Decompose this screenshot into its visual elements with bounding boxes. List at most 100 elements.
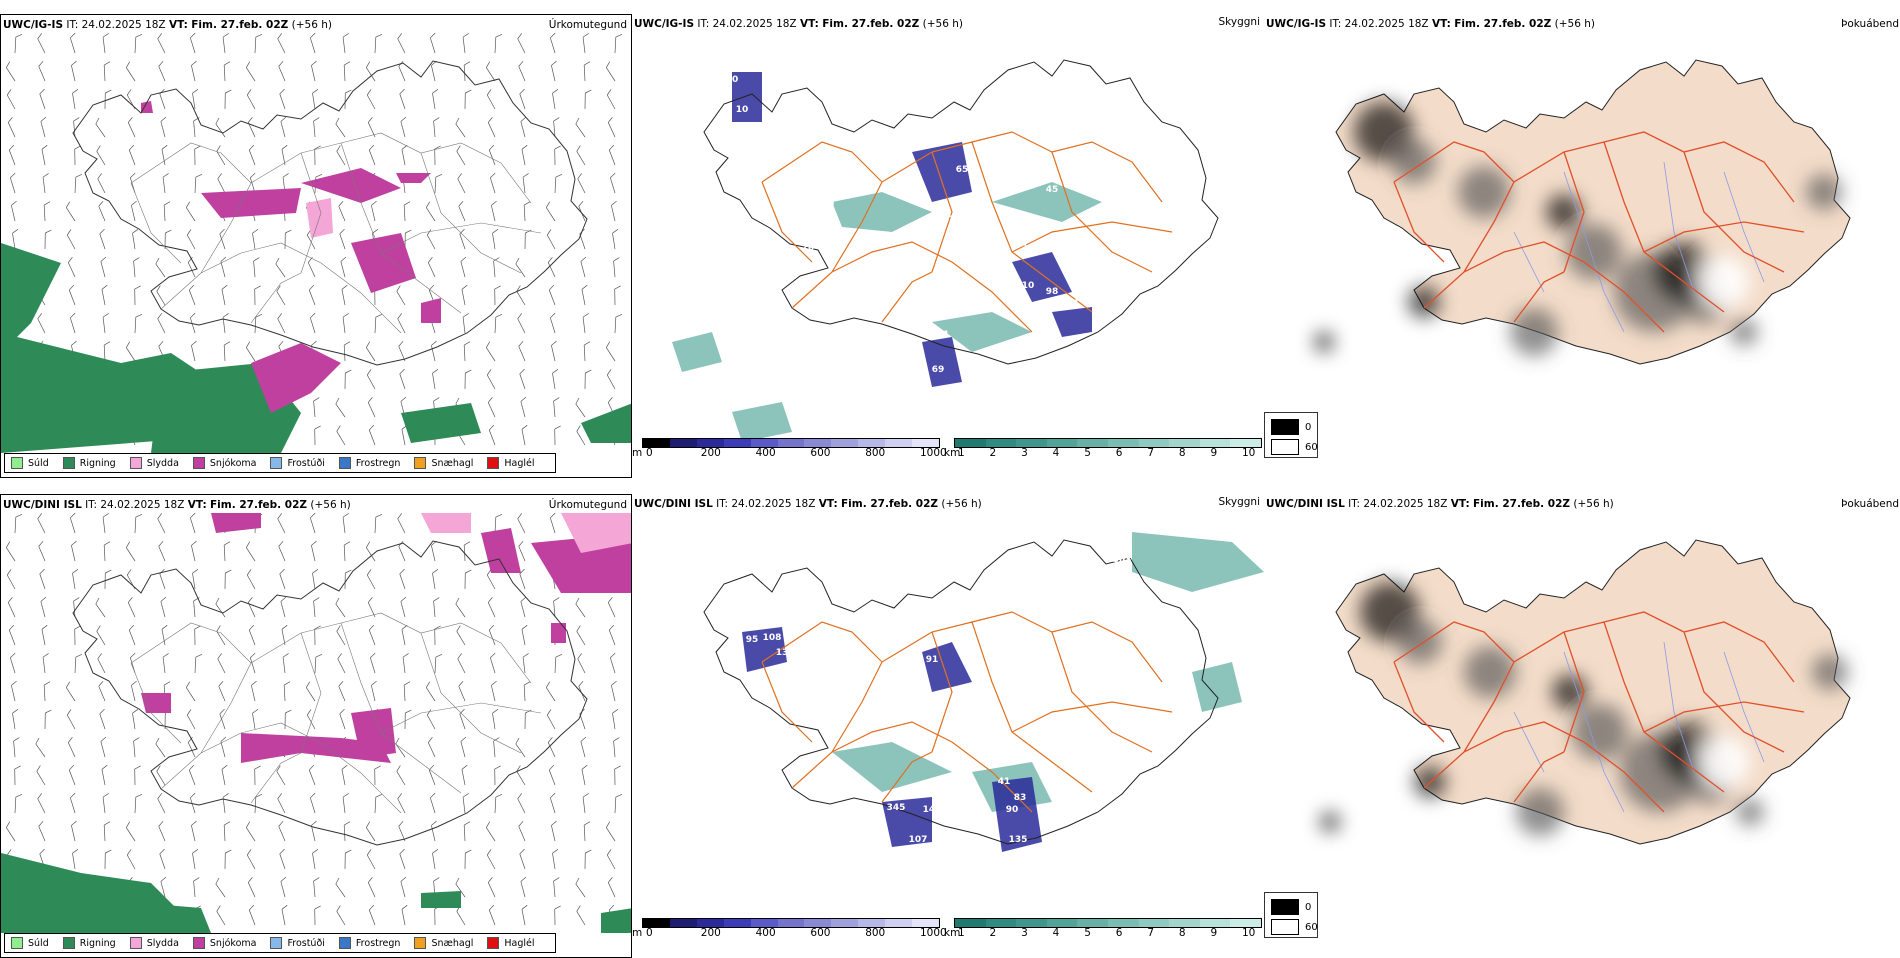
colorbar-swatch (1077, 439, 1108, 447)
legend-label: Snæhagl (431, 938, 473, 949)
height-label: 149 (663, 883, 682, 893)
legend-label: Rigning (80, 938, 116, 949)
legend-item: Haglél (487, 457, 534, 469)
height-label: 135 (1009, 835, 1028, 845)
colorbar-swatch (1169, 919, 1200, 927)
height-label: 45 (1046, 185, 1059, 195)
colorbar-tick: 400 (756, 447, 776, 459)
legend-swatch (339, 937, 351, 949)
height-label: 10 (726, 75, 739, 85)
legend-item: Frostregn (339, 937, 401, 949)
colorbar-swatch (912, 919, 939, 927)
legend-label: Frostregn (356, 458, 401, 469)
panel-header: UWC/DINI ISL IT: 24.02.2025 18Z VT: Fim.… (634, 498, 982, 510)
colorbar-tick: 2 (990, 447, 997, 459)
legend-swatch (414, 937, 426, 949)
legend-item: Rigning (63, 457, 116, 469)
height-label: 59 (912, 317, 925, 327)
colorbar-swatch (986, 439, 1017, 447)
colorbar-tick: 8 (1179, 447, 1186, 459)
colorbar-swatch (1108, 439, 1139, 447)
height-label: 57 (942, 215, 955, 225)
height-label: 95 (958, 695, 971, 705)
precip-type-map (1, 513, 632, 933)
colorbar-tick: 200 (701, 447, 721, 459)
colorbar-tick: 1000 (920, 927, 947, 939)
legend-item: Frostúði (270, 937, 324, 949)
cloud-legend-value: 60 (1305, 442, 1318, 453)
legend-label: Haglél (504, 938, 534, 949)
colorbar-tick: 4 (1053, 927, 1060, 939)
panel-type-title: Þokuábendi (1841, 18, 1900, 30)
height-label: 10 (736, 105, 749, 115)
colorbar-tick: 1 (958, 927, 965, 939)
panel-header: UWC/IG-IS IT: 24.02.2025 18Z VT: Fim. 27… (3, 19, 332, 31)
colorbar-swatch (1077, 919, 1108, 927)
height-label: 105 (905, 870, 924, 880)
legend-swatch (63, 457, 75, 469)
legend-label: Frostúði (287, 938, 324, 949)
legend-swatch (339, 457, 351, 469)
panel-type-title: Skyggni (1219, 16, 1261, 28)
cloud-legend-value: 0 (1305, 422, 1311, 433)
height-label: 91 (926, 655, 939, 665)
colorbar-tick: 7 (1147, 927, 1154, 939)
legend-swatch (130, 457, 142, 469)
colorbar-tick: 9 (1210, 447, 1217, 459)
colorbar-swatch (697, 439, 724, 447)
height-label: 96 (1054, 855, 1067, 865)
height-label: 10 (1022, 281, 1035, 291)
legend-swatch (193, 937, 205, 949)
cloud-legend-value: 60 (1305, 922, 1318, 933)
legend-label: Súld (28, 938, 49, 949)
colorbar-tick: 1 (958, 447, 965, 459)
colorbar-tick: 10 (1242, 927, 1255, 939)
colorbar-tick: 2 (990, 927, 997, 939)
colorbar-swatch (670, 919, 697, 927)
colorbar-tick: 7 (1147, 447, 1154, 459)
legend-item: Rigning (63, 937, 116, 949)
height-label: 14 (756, 137, 769, 147)
colorbar-tick: 800 (865, 927, 885, 939)
height-label: 98 (1046, 287, 1059, 297)
legend-item: Slydda (130, 937, 179, 949)
legend-swatch (130, 937, 142, 949)
colorbar-swatch (885, 439, 912, 447)
legend-label: Snjókoma (210, 938, 257, 949)
colorbar-swatch (1047, 439, 1078, 447)
visibility-map: 1010141121047165126057204571109847985913… (632, 32, 1264, 442)
height-label: 13 (776, 648, 789, 658)
colorbar-swatch (858, 439, 885, 447)
height-label: 83 (1014, 793, 1027, 803)
legend-label: Rigning (80, 458, 116, 469)
colorbar-tick: 6 (1116, 927, 1123, 939)
colorbar-tick: 10 (1242, 447, 1255, 459)
height-label: 131 (931, 330, 950, 340)
legend-item: Snæhagl (414, 937, 473, 949)
legend-swatch (193, 457, 205, 469)
cloud-legend-row: 60 (1271, 919, 1318, 935)
height-label: 12 (896, 887, 909, 897)
colorbar-swatch (986, 919, 1017, 927)
colorbar-tick: 400 (756, 927, 776, 939)
legend-swatch (414, 457, 426, 469)
legend-item: Slydda (130, 457, 179, 469)
colorbar-swatch (804, 439, 831, 447)
legend-swatch (487, 937, 499, 949)
colorbar-unit: m (632, 447, 642, 459)
cloud-legend-swatch (1271, 919, 1299, 935)
height-label: 69 (932, 365, 945, 375)
height-label: 20 (802, 243, 815, 253)
colorbar-swatch (1047, 919, 1078, 927)
height-label: 90 (1006, 805, 1019, 815)
height-label: 107 (909, 835, 928, 845)
colorbar-swatch (1016, 919, 1047, 927)
colorbar-tick: 3 (1021, 927, 1028, 939)
colorbar-swatch (1200, 439, 1231, 447)
panel-header: UWC/IG-IS IT: 24.02.2025 18Z VT: Fim. 27… (634, 18, 963, 30)
panel-header: UWC/DINI ISL IT: 24.02.2025 18Z VT: Fim.… (1266, 498, 1614, 510)
height-label: 80 (926, 891, 939, 901)
